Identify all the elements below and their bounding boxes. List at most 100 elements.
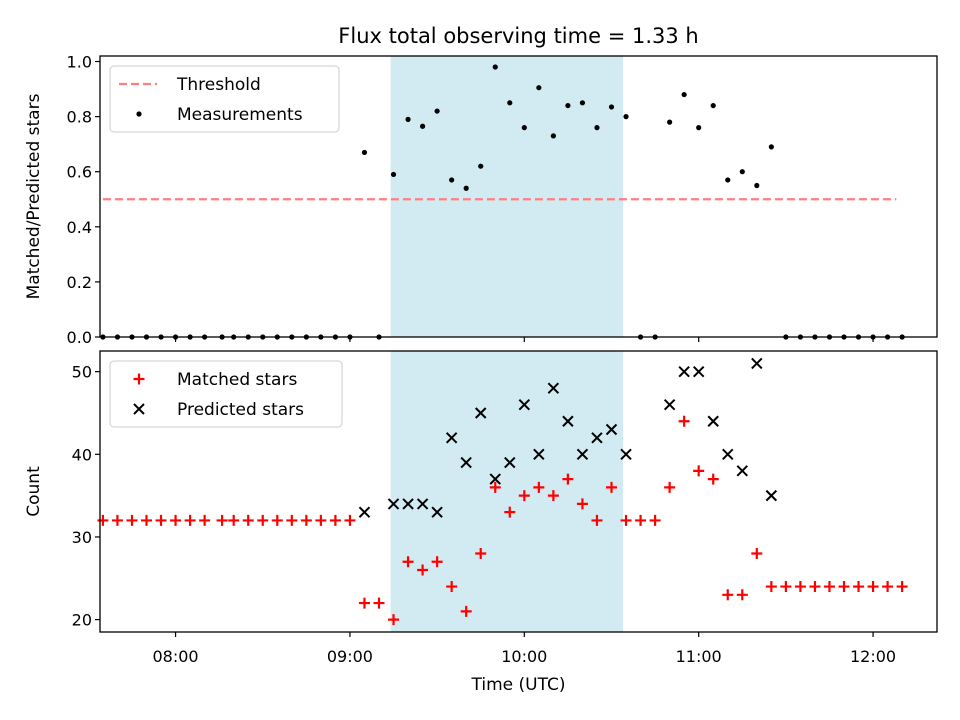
- observing-span: [390, 56, 624, 337]
- measurement-point: [565, 102, 571, 109]
- matched-star-point: [736, 589, 748, 601]
- matched-star-point: [518, 490, 530, 502]
- predicted-star-point: [692, 365, 705, 378]
- legend-swatch: [136, 111, 142, 117]
- legend-swatch: [133, 373, 145, 385]
- measurement-point: [405, 116, 411, 122]
- predicted-star-point: [460, 456, 472, 469]
- matched-star-point: [358, 597, 370, 609]
- predicted-star-point: [402, 498, 414, 510]
- measurement-point: [419, 123, 426, 129]
- matched-star-point: [751, 547, 763, 559]
- matched-star-point: [199, 514, 211, 526]
- matched-star-point: [707, 473, 719, 485]
- predicted-star-point: [431, 506, 443, 518]
- y-tick-label: 0.0: [67, 328, 92, 347]
- legend-label: Predicted stars: [177, 400, 304, 420]
- observing-span: [390, 351, 624, 632]
- y-tick-label: 40: [72, 445, 92, 464]
- axes-frame: [99, 55, 938, 338]
- matched-star-point: [228, 514, 240, 526]
- measurement-point: [536, 85, 542, 91]
- legend-label: Threshold: [176, 75, 261, 95]
- legend: Matched stars Predicted stars: [109, 360, 343, 428]
- legend-label: Measurements: [177, 105, 303, 125]
- y-axis-label: Count: [24, 466, 44, 517]
- measurement-point: [594, 125, 600, 131]
- predicted-star-point: [518, 399, 531, 411]
- y-tick-label: 30: [72, 528, 92, 547]
- measurement-point: [739, 169, 745, 175]
- matched-star-point: [765, 581, 777, 593]
- measurement-point: [492, 64, 498, 70]
- measurement-point: [390, 171, 397, 178]
- matched-star-point: [489, 481, 501, 493]
- matched-star-point: [678, 415, 690, 427]
- matched-star-point: [504, 506, 516, 518]
- matched-star-point: [809, 581, 821, 593]
- predicted-star-point: [504, 456, 516, 469]
- measurement-point: [579, 100, 586, 106]
- matched-star-point: [475, 547, 487, 559]
- axes-frame: [99, 350, 938, 633]
- measurement-point: [608, 104, 615, 110]
- matched-star-point: [823, 581, 835, 593]
- legend-label: Matched stars: [177, 370, 297, 390]
- y-tick-label: 0.2: [67, 273, 92, 292]
- bottom-panel: 20 30 40 50 08:00 09:00 10:00 11:00 12:00 Count Ma…: [24, 350, 938, 666]
- matched-star-point: [286, 514, 298, 526]
- matched-star-point: [271, 514, 283, 526]
- predicted-star-point: [678, 365, 690, 378]
- matched-star-point: [97, 514, 109, 526]
- measurement-point: [754, 182, 760, 189]
- matched-star-point: [431, 556, 443, 568]
- predicted-star-point: [591, 432, 603, 444]
- matched-star-point: [867, 581, 879, 593]
- predicted-star-point: [663, 399, 676, 411]
- matched-star-point: [620, 514, 632, 526]
- matched-star-point: [257, 514, 269, 526]
- x-tick-label: 12:00: [850, 647, 896, 666]
- matched-star-point: [315, 514, 327, 526]
- predicted-star-point: [358, 506, 371, 518]
- x-tick-label: 10:00: [501, 647, 547, 666]
- predicted-star-point: [475, 407, 487, 419]
- measurement-point: [507, 100, 513, 106]
- predicted-star-point: [445, 432, 458, 444]
- matched-star-point: [649, 514, 661, 526]
- matched-star-point: [533, 481, 545, 493]
- matched-star-point: [460, 605, 472, 617]
- matched-star-point: [896, 581, 908, 593]
- matched-star-point: [141, 514, 152, 526]
- y-tick-label: 20: [72, 611, 92, 630]
- y-tick-label: 1.0: [67, 53, 92, 72]
- measurement-point: [361, 149, 368, 156]
- measurement-point: [449, 177, 455, 183]
- measurement-point: [768, 144, 774, 150]
- measurement-point: [550, 133, 556, 139]
- predicted-star-point: [765, 489, 778, 502]
- matched-star-point: [388, 614, 400, 626]
- predicted-star-point: [387, 498, 400, 510]
- predicted-star-point: [489, 473, 501, 485]
- predicted-star-point: [722, 448, 734, 461]
- matched-star-point: [170, 514, 182, 526]
- predicted-star-point: [576, 448, 589, 461]
- measurement-point: [667, 119, 673, 125]
- y-tick-label: 0.4: [67, 218, 92, 237]
- legend-box: [109, 360, 343, 428]
- measurement-point: [478, 163, 484, 169]
- matched-star-point: [547, 490, 559, 502]
- matched-star-point: [853, 581, 865, 593]
- matched-star-point: [329, 514, 341, 526]
- predicted-star-point: [620, 448, 632, 461]
- matched-star-point: [300, 514, 312, 526]
- matched-star-point: [693, 465, 705, 477]
- matched-star-point: [417, 564, 429, 576]
- measurement-point: [725, 177, 731, 183]
- legend-swatch: [133, 403, 145, 415]
- matched-star-point: [446, 581, 458, 593]
- matched-star-point: [635, 514, 647, 526]
- matched-star-point: [794, 581, 806, 593]
